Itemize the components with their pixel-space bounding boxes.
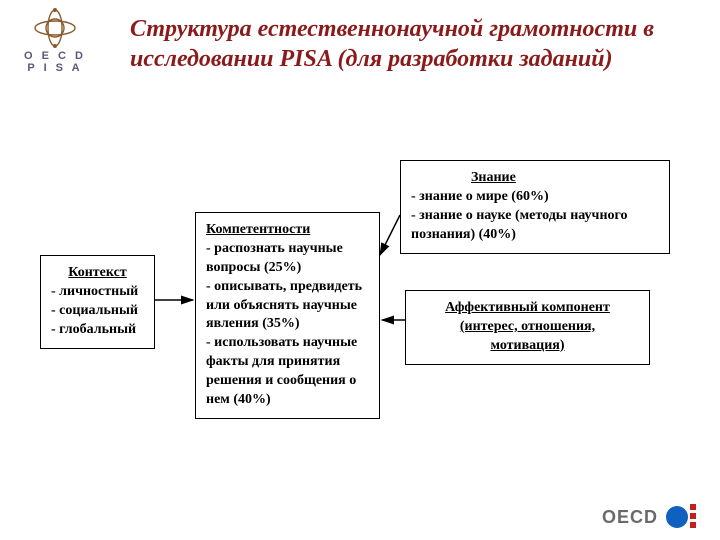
knowledge-box: Знание - знание о мире (60%) - знание о … [400,160,670,254]
affective-line: (интерес, отношения, [416,318,639,337]
logo-pisa-text: P I S A [18,62,92,74]
arrow-knowledge-to-competencies [380,215,400,255]
competencies-item: - описывать, предвидеть или объяснять на… [206,278,369,335]
competencies-box: Компетентности - распознать научные вопр… [195,212,380,419]
context-box: Контекст - личностный - социальный - гло… [40,255,155,349]
knowledge-item: - знание о мире (60%) [411,188,659,207]
oecd-footer-icon [666,504,700,530]
context-item: - социальный [51,302,144,321]
competencies-header: Компетентности [206,222,310,237]
oecd-footer-logo: OECD [602,504,700,530]
oecd-footer-text: OECD [602,507,658,528]
competencies-item: - распознать научные вопросы (25%) [206,240,369,278]
page-title: Структура естественнонаучной грамотности… [130,14,690,74]
knowledge-item: - знание о науке (методы научного познан… [411,207,659,245]
competencies-item: - использовать научные факты для приняти… [206,334,369,410]
logo-oecd-text: O E C D [18,50,92,62]
affective-line: мотивация) [416,337,639,356]
oecd-pisa-logo: O E C D P I S A [18,8,92,74]
knowledge-header: Знание [471,170,516,185]
context-item: - глобальный [51,321,144,340]
context-header: Контекст [51,264,144,283]
affective-line: Аффективный компонент [416,299,639,318]
affective-box: Аффективный компонент (интерес, отношени… [405,290,650,365]
globe-icon [31,8,79,48]
context-item: - личностный [51,283,144,302]
